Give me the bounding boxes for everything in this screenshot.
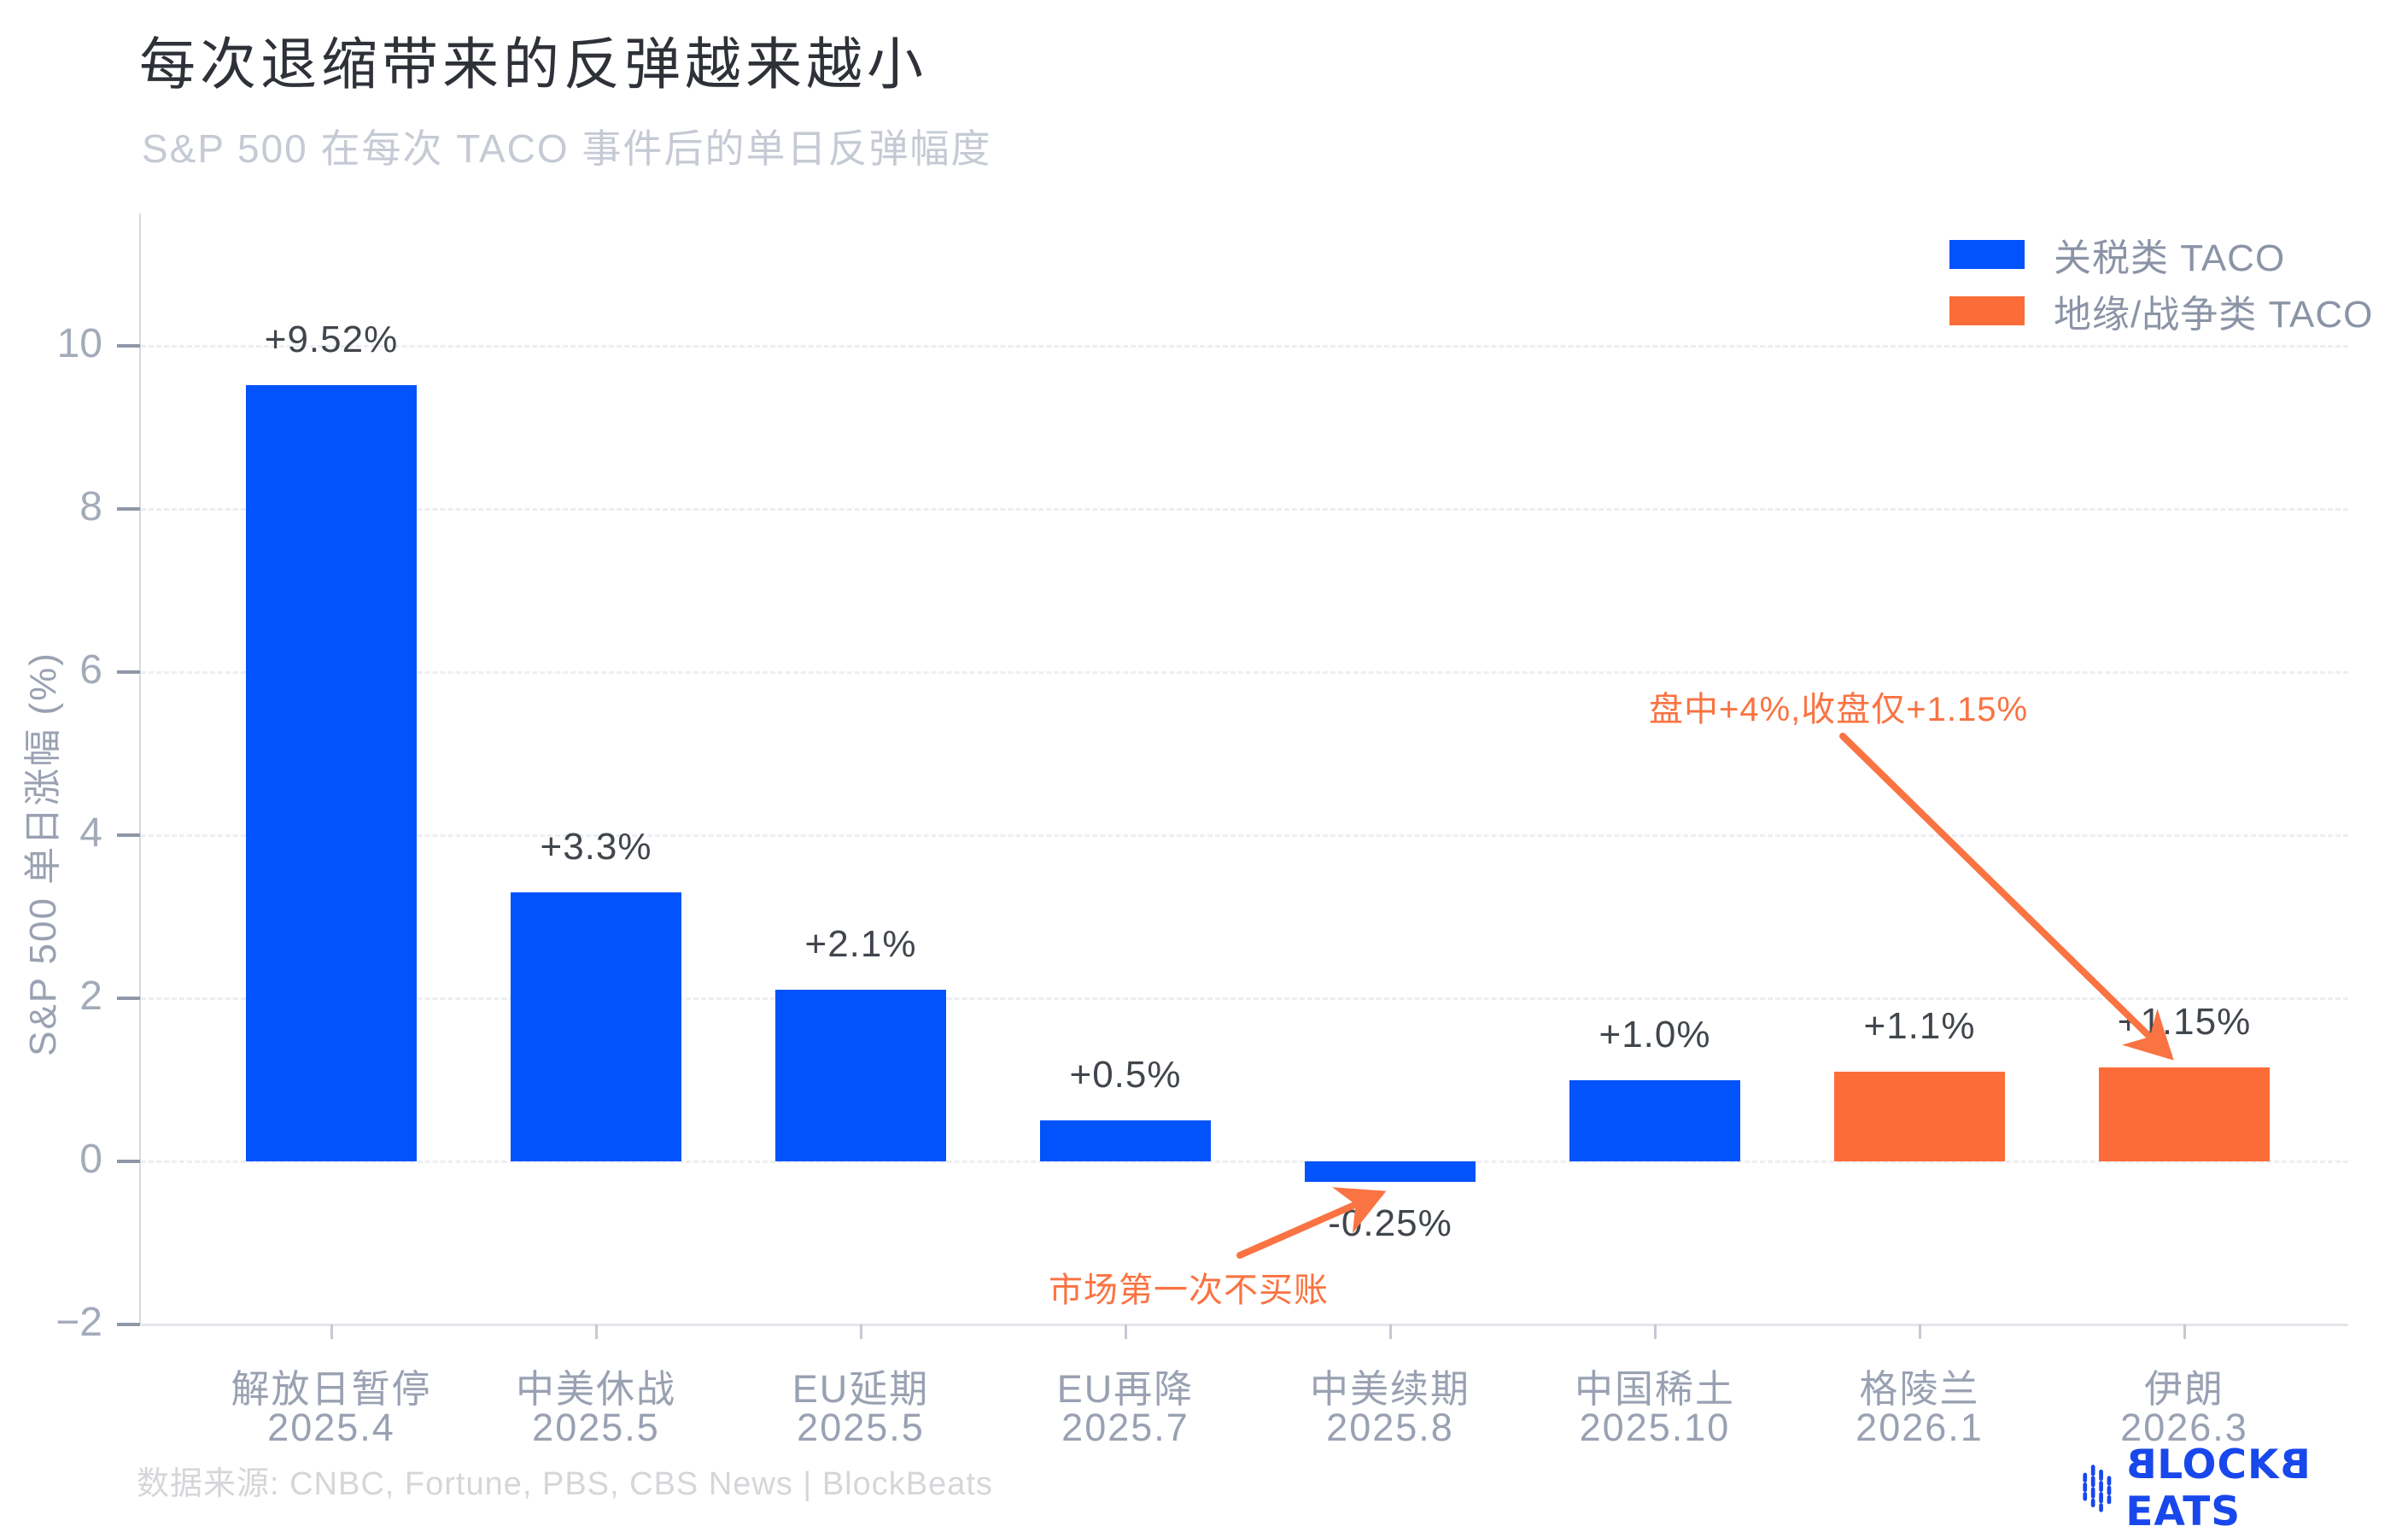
bar-2	[511, 892, 681, 1161]
bar-value-label-2: +3.3%	[540, 825, 652, 868]
y-axis-spine	[139, 213, 141, 1324]
x-label-event-2: 中美休战	[515, 1367, 676, 1411]
legend: 关税类 TACO 地缘/战争类 TACO	[1949, 236, 2373, 348]
gridline-4	[141, 834, 2348, 837]
y-tick-label-6: 6	[79, 647, 102, 693]
bar-value-label-3: +2.1%	[804, 923, 917, 966]
bar-value-label-5: -0.25%	[1328, 1202, 1452, 1244]
y-tick-mark-10	[117, 344, 140, 348]
x-label-event-1: 解放日暂停	[231, 1367, 432, 1411]
x-label-date-1: 2025.4	[267, 1406, 395, 1449]
x-label-date-6: 2025.10	[1579, 1406, 1731, 1449]
y-tick-label-0: 0	[79, 1137, 102, 1182]
bar-value-label-4: +0.5%	[1069, 1054, 1182, 1096]
x-label-event-3: EU延期	[792, 1367, 930, 1411]
bar-1	[246, 384, 417, 1161]
y-tick-mark-2	[117, 997, 140, 1000]
y-tick-mark-4	[117, 833, 140, 837]
gridline-2	[141, 997, 2348, 1000]
legend-swatch-tariff	[1949, 240, 2025, 269]
legend-label-tariff: 关税类 TACO	[2054, 237, 2286, 279]
y-tick-label-8: 8	[79, 484, 102, 529]
x-tick-mark-1	[330, 1324, 333, 1339]
x-label-event-4: EU再降	[1056, 1367, 1195, 1411]
x-tick-mark-4	[1124, 1324, 1127, 1339]
gridline-0	[141, 1161, 2348, 1163]
y-tick-mark-−2	[117, 1323, 140, 1326]
bar-3	[775, 990, 946, 1161]
y-tick-label-4: 4	[79, 810, 102, 856]
bar-value-label-1: +9.52%	[264, 318, 399, 360]
annotation-market-rejects: 市场第一次不买账	[1049, 1272, 1329, 1309]
gridline-6	[141, 671, 2348, 674]
y-tick-mark-8	[117, 507, 140, 511]
legend-item-geo: 地缘/战争类 TACO	[1949, 292, 2373, 336]
x-label-event-6: 中国稀土	[1574, 1367, 1735, 1411]
y-tick-mark-0	[117, 1160, 140, 1163]
y-tick-label-2: 2	[79, 973, 102, 1019]
legend-label-geo: 地缘/战争类 TACO	[2054, 294, 2374, 336]
x-label-event-8: 伊朗	[2143, 1367, 2224, 1411]
x-label-event-5: 中美续期	[1309, 1367, 1470, 1411]
x-label-date-4: 2025.7	[1061, 1406, 1189, 1449]
x-tick-mark-8	[2183, 1324, 2186, 1339]
chart-subtitle: S&P 500 在每次 TACO 事件后的单日反弹幅度	[142, 126, 992, 171]
x-label-date-2: 2025.5	[532, 1406, 660, 1449]
bar-5	[1305, 1161, 1476, 1182]
x-label-date-7: 2026.1	[1856, 1406, 1984, 1449]
y-tick-label-−2: −2	[56, 1300, 102, 1345]
gridline-−2	[141, 1324, 2348, 1326]
gridline-8	[141, 508, 2348, 511]
bar-7	[1834, 1071, 2005, 1161]
legend-item-tariff: 关税类 TACO	[1949, 236, 2373, 279]
x-tick-mark-7	[1918, 1324, 1921, 1339]
x-label-date-5: 2025.8	[1326, 1406, 1454, 1449]
x-label-event-7: 格陵兰	[1859, 1367, 1980, 1411]
x-tick-mark-2	[594, 1324, 598, 1339]
bar-value-label-8: +1.15%	[2117, 1001, 2252, 1044]
bar-value-label-7: +1.1%	[1863, 1004, 1976, 1047]
blockbeats-logo: BLOCKBEATS	[2082, 1441, 2408, 1526]
gridline-10	[141, 345, 2348, 348]
chart-title: 每次退缩带来的反弹越来越小	[139, 32, 927, 96]
legend-swatch-geo	[1949, 296, 2025, 325]
x-tick-mark-3	[859, 1324, 862, 1339]
y-tick-label-10: 10	[56, 321, 102, 366]
bar-8	[2099, 1067, 2270, 1161]
blockbeats-bars-icon	[2083, 1465, 2112, 1512]
annotation-intraday: 盘中+4%,收盘仅+1.15%	[1649, 691, 2029, 728]
bar-value-label-6: +1.0%	[1599, 1013, 1711, 1055]
blockbeats-wordmark: BLOCKBEATS	[2125, 1441, 2312, 1526]
x-tick-mark-6	[1653, 1324, 1657, 1339]
data-source: 数据来源: CNBC, Fortune, PBS, CBS News | Blo…	[137, 1466, 993, 1502]
x-tick-mark-5	[1388, 1324, 1392, 1339]
x-label-date-3: 2025.5	[797, 1406, 925, 1449]
bar-4	[1040, 1120, 1211, 1161]
y-tick-mark-6	[117, 670, 140, 674]
bar-6	[1569, 1079, 1740, 1161]
x-label-date-8: 2026.3	[2120, 1406, 2248, 1449]
